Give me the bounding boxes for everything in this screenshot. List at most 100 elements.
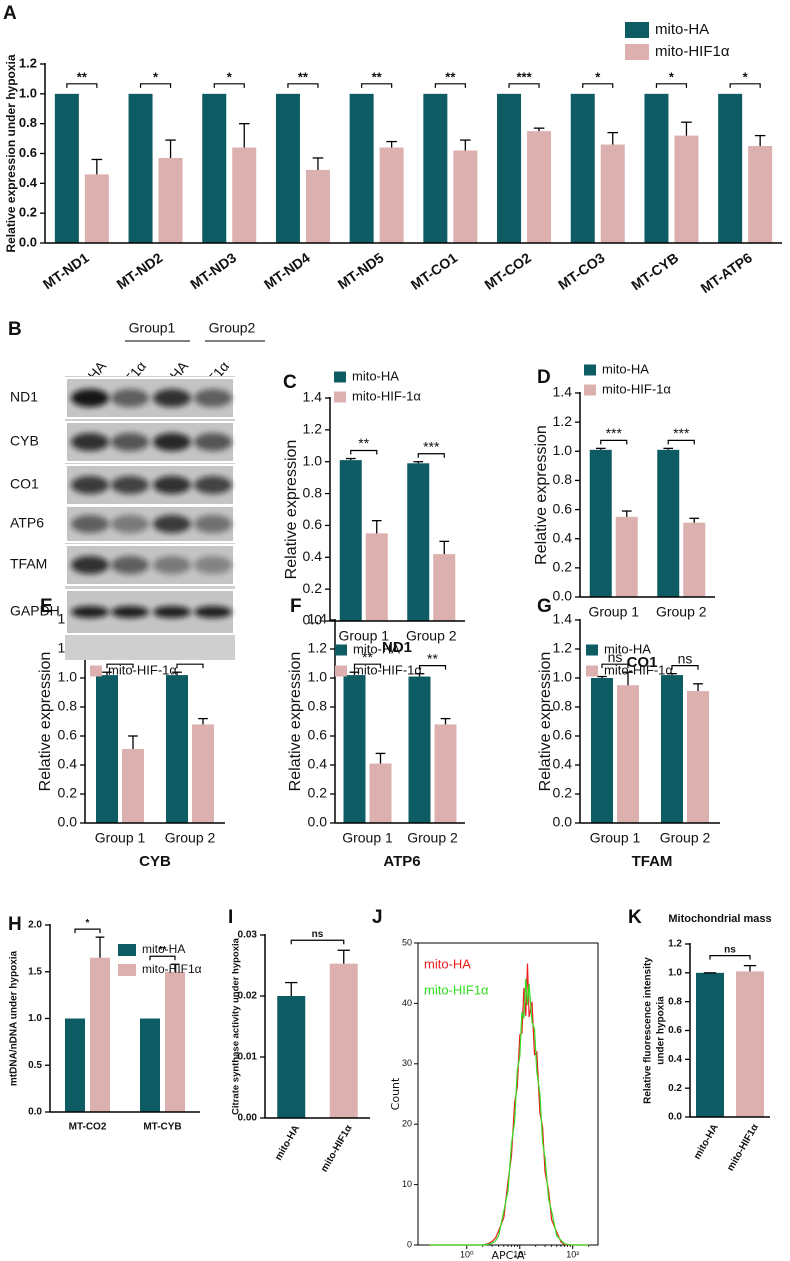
bracket-line: [417, 453, 445, 458]
bar: [674, 135, 699, 243]
legend-swatch: [625, 44, 649, 60]
blot-band: [194, 606, 232, 618]
chart-title: ATP6: [383, 853, 420, 870]
y-tick-label: 0.01: [238, 1052, 258, 1063]
error-bar: [386, 140, 397, 148]
bar: [617, 685, 639, 823]
bar: [165, 971, 185, 1112]
blot-band: [111, 606, 149, 618]
y-tick-label: 1.0: [553, 442, 573, 458]
significance-bracket: [434, 83, 466, 88]
error-bar: [172, 671, 182, 676]
error-bar: [91, 158, 103, 175]
bracket-line: [350, 449, 378, 455]
bracket-line: [667, 439, 695, 445]
error-bar: [439, 540, 450, 555]
y-tick-label: 0.2: [308, 785, 328, 801]
row-label: TFAM: [10, 556, 47, 572]
significance-bracket: [213, 83, 245, 88]
bracket-line: [287, 83, 319, 88]
y-tick-label: 30: [402, 1058, 412, 1068]
x-tick-label: Group 2: [660, 830, 711, 846]
x-tick-label: MT-ND2: [114, 249, 166, 292]
bar: [589, 449, 612, 597]
bar: [615, 516, 638, 597]
y-tick-label: 0.0: [303, 612, 323, 628]
significance-bracket: [290, 939, 345, 945]
x-tick-label: MT-ATP6: [698, 249, 756, 296]
bracket-line: [353, 663, 382, 669]
error-bar: [337, 949, 350, 964]
error-bar: [414, 673, 425, 677]
y-tick-label: 1.0: [58, 669, 78, 685]
bar: [570, 93, 595, 243]
x-tick-label: mito-HA: [692, 1122, 721, 1161]
significance-bracket: [418, 665, 447, 670]
y-tick-label: 0.8: [303, 484, 323, 500]
panel-letter: K: [628, 907, 642, 928]
legend-label: mito-HIF1α: [424, 982, 489, 997]
error-bar: [623, 671, 633, 686]
y-tick-label: 1.4: [553, 384, 573, 400]
error-bar: [681, 121, 692, 136]
error-bar: [349, 671, 360, 676]
group-label: Group1: [129, 320, 176, 336]
legend-swatch: [90, 665, 102, 677]
significance-bracket: [582, 83, 614, 88]
significance-label: *: [153, 69, 159, 84]
y-tick-label: 0.4: [19, 175, 38, 190]
legend-label: mito-HA: [353, 641, 400, 656]
y-tick-label: 1.2: [303, 421, 323, 437]
group-label: Group2: [209, 320, 256, 336]
y-tick-label: 0.8: [553, 471, 573, 487]
y-axis-label: Relative expression: [533, 425, 550, 565]
bar: [527, 131, 552, 243]
significance-label: ***: [423, 438, 440, 454]
y-tick-label: 0.8: [553, 698, 573, 714]
significance-bracket: [66, 83, 98, 88]
error-bar: [460, 139, 471, 151]
y-tick-label: 0.6: [553, 500, 573, 516]
significance-bracket: [600, 439, 628, 445]
chart-title: ND1: [382, 639, 412, 656]
error-bar: [371, 520, 382, 534]
y-tick-label: 0.6: [19, 145, 37, 160]
significance-label: **: [445, 69, 456, 84]
panel-letter: H: [8, 914, 22, 935]
panel-letter: I: [228, 907, 233, 928]
x-tick-label: Group 2: [165, 830, 216, 846]
legend-swatch: [334, 391, 346, 403]
error-bar: [413, 461, 424, 464]
blot-band: [194, 389, 232, 407]
y-tick-label: 1.2: [308, 640, 328, 656]
significance-bracket: [353, 663, 382, 669]
significance-label: **: [358, 435, 369, 451]
y-tick-label: 0.0: [58, 814, 78, 830]
y-tick-label: 1.2: [19, 55, 37, 70]
x-tick-label: MT-CYB: [143, 1122, 181, 1133]
significance-label: **: [372, 69, 383, 84]
legend-swatch: [584, 384, 596, 396]
y-tick-label: 0.0: [28, 1107, 42, 1118]
legend-label: mito-HA: [142, 942, 185, 956]
bar: [166, 675, 188, 823]
y-tick-label: 1.2: [553, 640, 573, 656]
bar: [339, 460, 362, 621]
y-axis-label: Count: [389, 1077, 402, 1110]
y-tick-label: 0.2: [303, 580, 323, 596]
error-bar: [621, 510, 632, 517]
bracket-line: [74, 928, 101, 934]
y-tick-label: 0.6: [668, 1025, 682, 1036]
significance-label: **: [362, 649, 373, 665]
bar: [453, 150, 478, 243]
y-tick-label: 0: [407, 1239, 412, 1249]
blot-band: [71, 515, 109, 533]
bar: [687, 691, 709, 823]
row-label: GAPDH: [10, 603, 60, 619]
x-tick-label: mito-HIF1α: [319, 1123, 355, 1174]
significance-label: *: [595, 69, 601, 84]
bar: [96, 675, 118, 823]
legend-label: mito-HIF-1α: [353, 662, 422, 677]
legend-swatch: [335, 644, 347, 656]
